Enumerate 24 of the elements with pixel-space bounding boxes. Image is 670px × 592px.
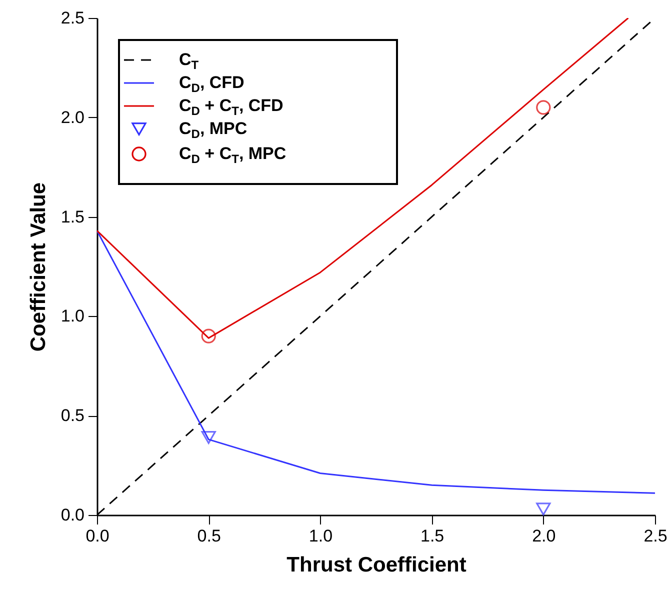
y-tick-label: 0.5 [60, 406, 84, 426]
point [536, 502, 551, 516]
x-tick-label: 0.5 [197, 526, 221, 546]
x-tick-label: 2.0 [532, 526, 556, 546]
legend-label: C$_{D}$, MPC [179, 119, 248, 141]
line-series [97, 230, 655, 494]
x-tick-label: 1.0 [308, 526, 333, 546]
point [201, 328, 216, 344]
point [536, 100, 551, 115]
y-tick-label: 1.5 [60, 207, 84, 226]
point [201, 431, 216, 444]
x-tick-label: 0.0 [86, 526, 110, 546]
x-axis-title: Thrust Coefficient [286, 554, 466, 576]
x-tick-label: 1.5 [420, 526, 444, 546]
y-tick-label: 0.0 [60, 506, 84, 524]
legend-label: C$_{D}$ + C$_{T}$, MPC [179, 144, 286, 166]
x-tick-label: 2.5 [644, 526, 668, 546]
y-tick-label: 1.0 [60, 306, 84, 326]
legend-label: C$_{T}$ [179, 50, 200, 72]
legend-label: C$_{D}$ + C$_{T}$, CFD [179, 96, 284, 118]
y-axis-title: Coefficient Value [26, 182, 50, 352]
y-tick-label: 2.0 [60, 108, 84, 127]
legend-label: C$_{D}$, CFD [179, 73, 244, 95]
y-tick-label: 2.5 [60, 8, 84, 28]
